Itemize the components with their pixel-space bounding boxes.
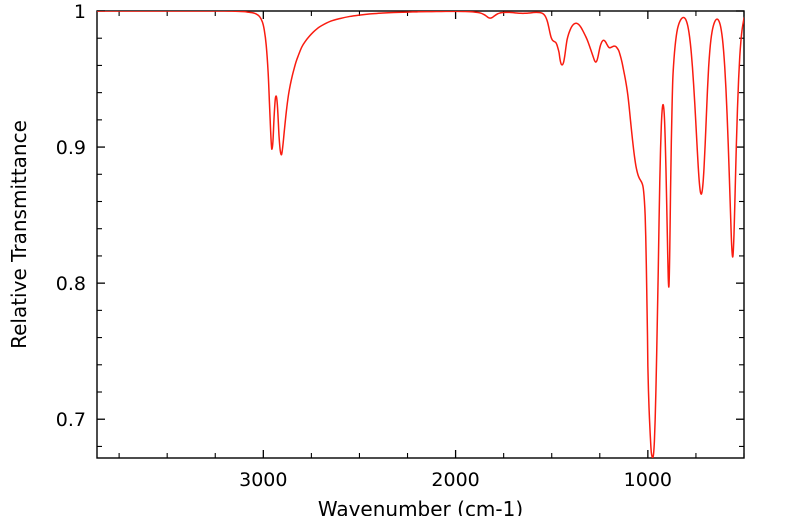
plot-frame — [96, 10, 745, 459]
y-tick-label: 0.8 — [56, 273, 86, 295]
x-axis-title: Wavenumber (cm-1) — [318, 497, 523, 516]
y-axis-title: Relative Transmittance — [7, 120, 31, 349]
x-tick-label: 1000 — [624, 469, 672, 491]
x-tick-label: 2000 — [431, 469, 479, 491]
y-tick-label: 1 — [74, 1, 86, 23]
x-tick-label: 3000 — [239, 469, 287, 491]
spectrum-curve — [97, 11, 744, 458]
y-tick-label: 0.7 — [56, 409, 86, 431]
y-tick-label: 0.9 — [56, 137, 86, 159]
